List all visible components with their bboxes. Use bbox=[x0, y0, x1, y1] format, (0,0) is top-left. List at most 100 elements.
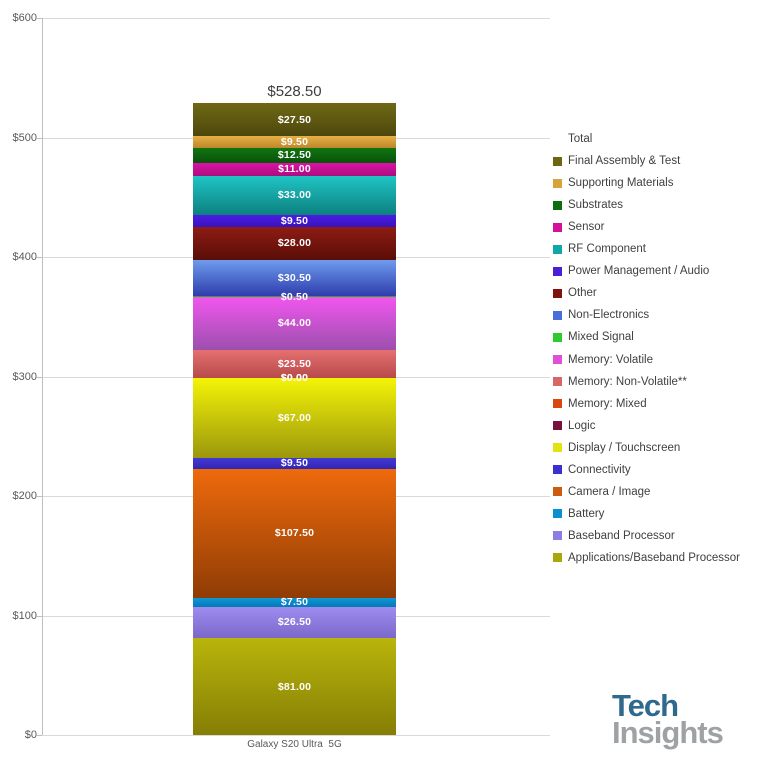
legend-item: Battery bbox=[553, 503, 604, 525]
segment-value-label: $107.50 bbox=[274, 527, 315, 540]
y-tick-label: $0 bbox=[24, 729, 37, 741]
techinsights-logo: Tech Insights bbox=[612, 688, 724, 750]
bar-segment bbox=[193, 469, 396, 598]
y-axis-tick bbox=[37, 18, 42, 19]
legend-swatch bbox=[553, 266, 562, 276]
legend-item: Memory: Volatile bbox=[553, 349, 653, 371]
segment-value-label: $27.50 bbox=[277, 113, 312, 126]
bar-segment bbox=[193, 147, 396, 163]
legend-item-label: Non-Electronics bbox=[568, 309, 650, 322]
logo-tech-text: Tech bbox=[612, 688, 679, 723]
bar-segment bbox=[193, 597, 396, 607]
legend-swatch bbox=[553, 531, 562, 541]
legend-item-label: Logic bbox=[568, 419, 596, 432]
legend-title-row: Total bbox=[553, 128, 592, 150]
legend-item: Connectivity bbox=[553, 459, 631, 481]
legend-item-label: Baseband Processor bbox=[568, 529, 675, 542]
y-tick-label: $500 bbox=[12, 131, 37, 144]
legend-item-label: RF Component bbox=[568, 243, 646, 256]
bar-segment bbox=[193, 259, 396, 297]
y-axis-tick bbox=[37, 615, 42, 617]
y-axis-tick bbox=[37, 257, 42, 258]
segment-value-label: $81.00 bbox=[277, 680, 312, 693]
segment-value-label: $11.00 bbox=[278, 163, 311, 176]
legend-swatch bbox=[553, 421, 562, 431]
y-tick-label: $400 bbox=[12, 251, 37, 263]
segment-value-label: $44.00 bbox=[277, 317, 312, 330]
legend-swatch bbox=[553, 355, 562, 364]
legend-item: Camera / Image bbox=[553, 481, 650, 503]
bar-segment bbox=[193, 297, 396, 350]
segment-value-label: $33.00 bbox=[277, 189, 312, 202]
bar-segment bbox=[193, 226, 396, 260]
legend-item: Logic bbox=[553, 415, 596, 437]
y-axis-tick bbox=[37, 735, 42, 736]
segment-value-label: $28.00 bbox=[277, 237, 312, 250]
bar-segment bbox=[193, 349, 396, 378]
legend-item-label: Memory: Non-Volatile** bbox=[568, 375, 687, 388]
legend-swatch bbox=[553, 310, 562, 320]
y-axis-tick bbox=[37, 376, 42, 378]
y-tick-label: $100 bbox=[12, 609, 37, 622]
legend-item: Memory: Non-Volatile** bbox=[553, 371, 687, 393]
legend-item: Non-Electronics bbox=[553, 304, 649, 326]
legend-item: Supporting Materials bbox=[553, 172, 673, 194]
legend-item: Baseband Processor bbox=[553, 525, 675, 547]
segment-value-label: $23.50 bbox=[277, 357, 312, 370]
legend-item-label: Battery bbox=[568, 507, 605, 520]
legend-item: RF Component bbox=[553, 238, 646, 260]
gridline bbox=[42, 18, 550, 19]
bar-segment bbox=[193, 606, 396, 639]
bar-segment bbox=[193, 103, 396, 137]
segment-value-label: $30.50 bbox=[277, 272, 312, 285]
legend-item-label: Supporting Materials bbox=[568, 177, 674, 190]
bar-segment bbox=[193, 638, 396, 735]
legend-item: Other bbox=[553, 282, 597, 304]
legend-item-label: Applications/Baseband Processor bbox=[568, 551, 740, 564]
y-axis-tick bbox=[37, 496, 42, 497]
legend-item-label: Substrates bbox=[568, 199, 623, 212]
legend-swatch bbox=[553, 222, 562, 232]
bar-segment bbox=[193, 215, 396, 227]
x-axis-category-label: Galaxy S20 Ultra 5G bbox=[247, 739, 342, 750]
legend-item: Power Management / Audio bbox=[553, 260, 709, 282]
legend-swatch bbox=[553, 443, 562, 453]
legend-item-label: Camera / Image bbox=[568, 485, 651, 498]
y-tick-label: $300 bbox=[12, 370, 37, 383]
legend-item: Memory: Mixed bbox=[553, 393, 647, 415]
legend-item-label: Power Management / Audio bbox=[568, 265, 710, 278]
segment-value-label: $0.50 bbox=[280, 290, 309, 303]
legend-item-label: Display / Touchscreen bbox=[568, 441, 681, 454]
legend-swatch bbox=[553, 288, 562, 298]
legend-item-label: Memory: Volatile bbox=[568, 353, 654, 366]
legend-swatch bbox=[553, 509, 562, 519]
segment-value-label: $9.50 bbox=[280, 214, 309, 227]
legend-swatch bbox=[553, 156, 562, 166]
gridline bbox=[42, 735, 550, 736]
total-value-label: $528.50 bbox=[267, 83, 322, 101]
segment-value-label: $67.00 bbox=[277, 411, 312, 424]
legend-swatch bbox=[553, 487, 562, 497]
segment-value-label: $12.50 bbox=[277, 149, 312, 162]
segment-value-label: $7.50 bbox=[280, 596, 309, 609]
segment-value-label: $9.50 bbox=[280, 135, 309, 148]
legend-swatch bbox=[553, 244, 562, 254]
y-tick-label: $200 bbox=[12, 490, 37, 502]
legend-item-label: Memory: Mixed bbox=[568, 397, 647, 410]
legend-item-label: Connectivity bbox=[568, 463, 631, 476]
legend-swatch bbox=[553, 465, 562, 475]
legend-item: Mixed Signal bbox=[553, 326, 634, 348]
legend-swatch bbox=[553, 553, 562, 563]
legend-item: Sensor bbox=[553, 216, 604, 238]
legend-item-label: Other bbox=[568, 287, 597, 300]
legend-item: Display / Touchscreen bbox=[553, 437, 680, 459]
legend-swatch bbox=[553, 399, 562, 409]
legend-swatch bbox=[553, 377, 562, 387]
legend-item-label: Mixed Signal bbox=[568, 331, 634, 344]
legend-item: Applications/Baseband Processor bbox=[553, 547, 740, 569]
logo-insights-text: Insights bbox=[612, 715, 724, 750]
legend-title-spacer bbox=[553, 135, 562, 144]
segment-value-label: $26.50 bbox=[277, 616, 312, 629]
segment-value-label: $0.00 bbox=[280, 371, 309, 384]
